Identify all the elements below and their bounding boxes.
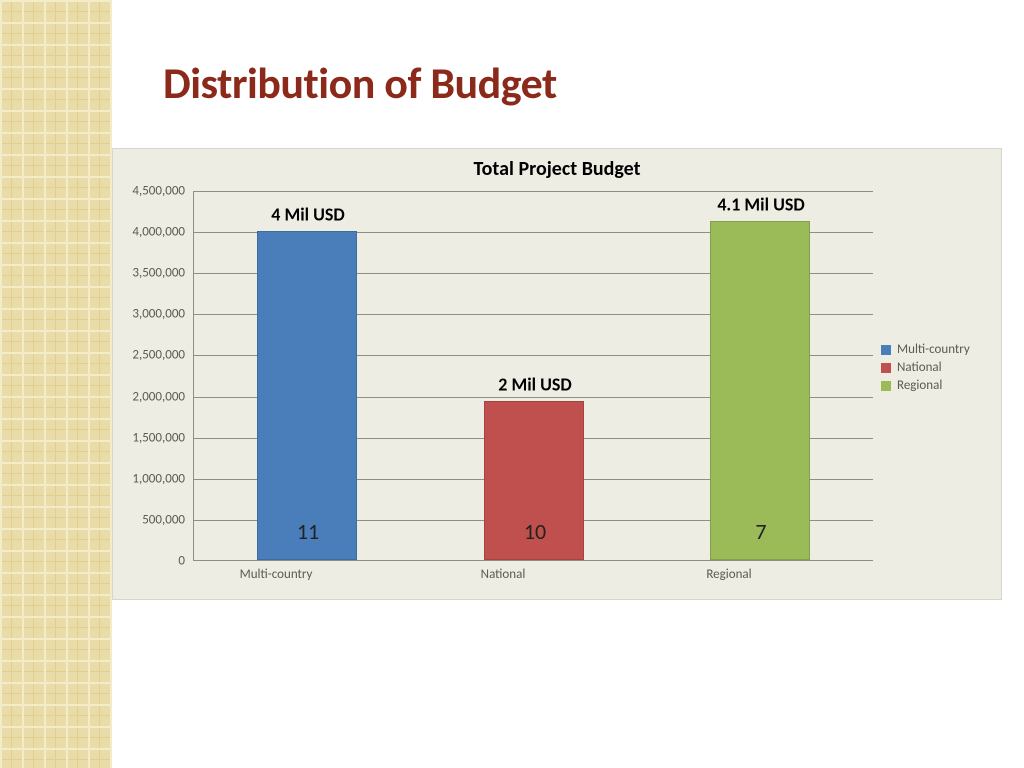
legend-swatch-icon: [881, 363, 891, 373]
legend-label: Regional: [897, 378, 942, 393]
chart-title: Total Project Budget: [113, 157, 1001, 181]
legend-item-multi-country: Multi-country: [881, 342, 993, 357]
x-tick-national: National: [433, 567, 573, 582]
x-tick-multi-country: Multi-country: [206, 567, 346, 582]
y-tick-500k: 500,000: [115, 512, 185, 527]
y-tick-3_5m: 3,500,000: [115, 266, 185, 281]
y-tick-1_5m: 1,500,000: [115, 430, 185, 445]
y-tick-1m: 1,000,000: [115, 471, 185, 486]
legend-item-national: National: [881, 360, 993, 375]
bar-national: 2 Mil USD 10: [484, 401, 584, 560]
legend-label: Multi-country: [897, 342, 970, 357]
bar-count-national: 10: [485, 518, 585, 545]
legend-label: National: [897, 360, 942, 375]
decorative-left-strip: [0, 0, 112, 768]
slide: Distribution of Budget Total Project Bud…: [0, 0, 1024, 768]
legend-swatch-icon: [881, 345, 891, 355]
bar-count-multi-country: 11: [258, 518, 358, 545]
x-tick-regional: Regional: [659, 567, 799, 582]
bar-regional: 4.1 Mil USD 7: [710, 221, 810, 560]
plot-area: 4 Mil USD 11 2 Mil USD 10 4.1 Mil USD 7: [193, 191, 873, 561]
budget-chart: Total Project Budget 0 500,000 1,000,000…: [112, 148, 1002, 600]
bar-label-regional: 4.1 Mil USD: [691, 194, 831, 216]
y-tick-2m: 2,000,000: [115, 389, 185, 404]
bar-label-national: 2 Mil USD: [465, 374, 605, 396]
y-tick-2_5m: 2,500,000: [115, 348, 185, 363]
y-tick-4m: 4,000,000: [115, 225, 185, 240]
legend-item-regional: Regional: [881, 378, 993, 393]
legend: Multi-country National Regional: [881, 339, 993, 396]
bar-multi-country: 4 Mil USD 11: [257, 231, 357, 560]
y-tick-0: 0: [115, 554, 185, 569]
page-title: Distribution of Budget: [163, 56, 557, 110]
legend-swatch-icon: [881, 381, 891, 391]
y-tick-3m: 3,000,000: [115, 307, 185, 322]
y-tick-4_5m: 4,500,000: [115, 184, 185, 199]
gridline: [194, 191, 873, 192]
bar-count-regional: 7: [711, 518, 811, 545]
bar-label-multi-country: 4 Mil USD: [238, 204, 378, 226]
